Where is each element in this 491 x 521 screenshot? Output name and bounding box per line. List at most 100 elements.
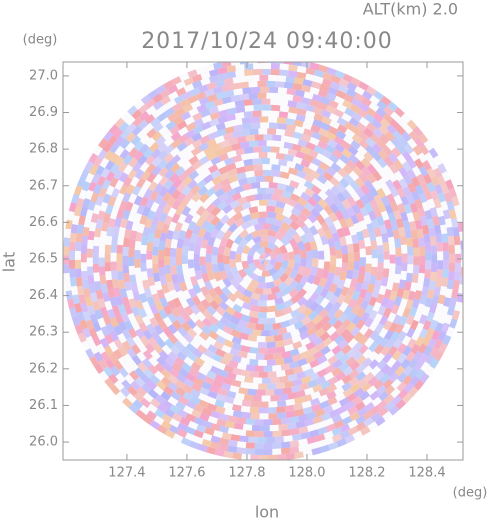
echo-cell bbox=[292, 83, 303, 91]
echo-cell bbox=[327, 138, 338, 149]
echo-cell bbox=[234, 225, 245, 236]
echo-cell bbox=[242, 274, 253, 285]
echo-cell bbox=[449, 297, 457, 308]
echo-cell bbox=[239, 189, 250, 198]
echo-cell bbox=[448, 262, 456, 272]
echo-cell bbox=[375, 107, 387, 118]
echo-cell bbox=[346, 348, 357, 359]
echo-cell bbox=[204, 280, 213, 291]
echo-cell bbox=[387, 172, 398, 183]
echo-cell bbox=[204, 88, 215, 97]
echo-cell bbox=[272, 448, 282, 455]
echo-cell bbox=[239, 62, 249, 65]
echo-cell bbox=[222, 204, 233, 214]
echo-cell bbox=[308, 162, 319, 172]
echo-cell bbox=[375, 236, 383, 246]
radar-field bbox=[63, 62, 463, 460]
echo-cell bbox=[425, 354, 435, 365]
echo-cell bbox=[212, 294, 223, 305]
echo-cell bbox=[247, 388, 257, 396]
echo-cell bbox=[310, 124, 321, 134]
echo-cell bbox=[123, 272, 131, 283]
echo-cell bbox=[378, 285, 387, 296]
echo-cell bbox=[221, 344, 232, 354]
echo-cell bbox=[102, 314, 112, 326]
echo-cell bbox=[128, 248, 135, 258]
echo-cell bbox=[429, 346, 440, 358]
echo-cell bbox=[317, 368, 328, 378]
echo-cell bbox=[360, 157, 372, 168]
echo-cell bbox=[166, 229, 174, 240]
echo-cell bbox=[309, 62, 320, 71]
echo-cell bbox=[169, 289, 178, 300]
echo-cell bbox=[117, 356, 128, 367]
echo-cell bbox=[350, 139, 361, 151]
echo-cell bbox=[309, 86, 320, 95]
echo-cell bbox=[402, 374, 413, 386]
echo-cell bbox=[415, 322, 425, 333]
echo-cell bbox=[366, 85, 377, 96]
echo-cell bbox=[202, 160, 214, 170]
echo-cell bbox=[229, 385, 240, 393]
echo-cell bbox=[163, 152, 174, 164]
echo-cell bbox=[197, 227, 207, 238]
echo-cell bbox=[235, 105, 246, 114]
echo-cell bbox=[283, 356, 294, 365]
echo-cell bbox=[400, 244, 408, 254]
echo-cell bbox=[275, 200, 286, 209]
echo-cell bbox=[195, 236, 204, 246]
echo-cell bbox=[201, 317, 213, 328]
echo-cell bbox=[407, 338, 417, 349]
echo-cell bbox=[262, 104, 272, 111]
echo-cell bbox=[207, 270, 216, 281]
echo-cell bbox=[118, 346, 128, 357]
echo-cell bbox=[291, 334, 302, 344]
echo-cell bbox=[163, 136, 175, 147]
echo-cell bbox=[240, 153, 251, 161]
echo-cell bbox=[389, 263, 396, 273]
echo-cell bbox=[193, 199, 204, 210]
echo-cell bbox=[434, 224, 442, 235]
echo-cell bbox=[191, 139, 203, 149]
echo-cell bbox=[233, 422, 244, 430]
echo-cell bbox=[236, 417, 247, 425]
echo-cell bbox=[409, 150, 420, 162]
echo-cell bbox=[207, 193, 218, 204]
echo-cell bbox=[440, 183, 450, 195]
echo-cell bbox=[401, 335, 412, 346]
echo-cell bbox=[214, 148, 225, 157]
echo-cell bbox=[244, 105, 254, 112]
echo-cell bbox=[209, 118, 220, 127]
echo-cell bbox=[412, 126, 423, 137]
echo-cell bbox=[142, 414, 153, 425]
echo-cell bbox=[231, 404, 242, 412]
echo-cell bbox=[347, 286, 356, 297]
echo-cell bbox=[433, 286, 441, 297]
echo-cell bbox=[74, 259, 82, 269]
echo-cell bbox=[314, 408, 326, 418]
echo-cell bbox=[323, 437, 334, 446]
echo-cell bbox=[221, 183, 233, 194]
echo-cell bbox=[300, 96, 311, 105]
echo-cell bbox=[204, 349, 215, 359]
echo-cell bbox=[69, 232, 77, 243]
echo-cell bbox=[193, 404, 205, 413]
echo-cell bbox=[188, 367, 200, 378]
echo-cell bbox=[97, 210, 106, 221]
echo-cell bbox=[256, 275, 266, 283]
subtitle: ALT(km) 2.0 bbox=[363, 0, 458, 19]
echo-cell bbox=[225, 306, 236, 316]
echo-cell bbox=[343, 305, 353, 317]
echo-cell bbox=[158, 175, 169, 187]
echo-cell bbox=[353, 261, 360, 271]
echo-cell bbox=[217, 262, 225, 272]
echo-cell bbox=[206, 151, 217, 161]
echo-cell bbox=[268, 181, 278, 189]
echo-cell bbox=[105, 322, 115, 334]
echo-cell bbox=[216, 128, 227, 137]
echo-cell bbox=[413, 247, 420, 257]
echo-cell bbox=[154, 394, 166, 405]
echo-cell bbox=[82, 198, 91, 209]
echo-cell bbox=[419, 246, 426, 256]
echo-cell bbox=[164, 168, 175, 180]
